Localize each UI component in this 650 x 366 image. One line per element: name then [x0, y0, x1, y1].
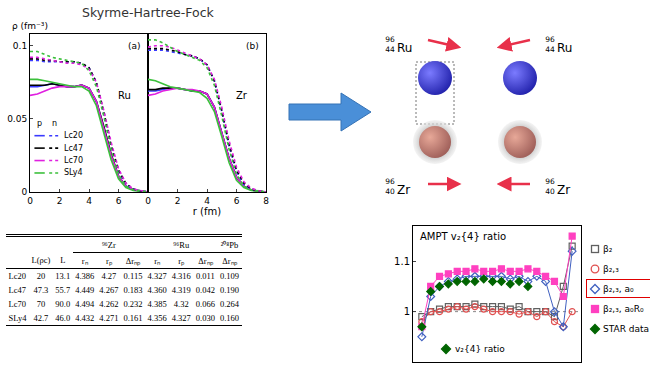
html-text:90.0: 90.0: [55, 299, 71, 309]
svg-text:2: 2: [57, 196, 63, 206]
svg-text:AMPT v₂{4} ratio: AMPT v₂{4} ratio: [420, 231, 506, 242]
html-text:4.327: 4.327: [147, 271, 167, 281]
svg-text:Zr: Zr: [236, 90, 248, 101]
html-text:rₚ: rₚ: [106, 256, 112, 266]
svg-text:6: 6: [234, 196, 240, 206]
html-text:β₂,₃: β₂,₃: [603, 263, 619, 274]
html-text:Δrₙₚ: Δrₙₚ: [198, 256, 213, 266]
html-text:²⁰⁸Pb: ²⁰⁸Pb: [220, 240, 239, 250]
svg-text:4: 4: [204, 196, 210, 206]
html-text:⁹⁶Ru: ⁹⁶Ru: [173, 239, 190, 250]
html-text:rₙ: rₙ: [154, 256, 161, 266]
html-text:4.262: 4.262: [99, 299, 119, 309]
svg-text:Zr: Zr: [557, 183, 570, 197]
svg-text:44: 44: [545, 45, 555, 54]
html-text:0.042: 0.042: [195, 285, 215, 295]
svg-text:0.1: 0.1: [13, 41, 27, 51]
html-text:β₂,₃, a₀R₀: β₂,₃, a₀R₀: [603, 303, 644, 314]
html-text:55.7: 55.7: [55, 285, 71, 295]
html-text:4.360: 4.360: [147, 285, 167, 295]
svg-text:0: 0: [27, 196, 33, 206]
html-text:20: 20: [36, 271, 46, 281]
svg-text:SLy4: SLy4: [64, 168, 83, 177]
svg-text:1: 1: [404, 306, 410, 317]
html-text:42.7: 42.7: [33, 313, 49, 323]
html-text:0.115: 0.115: [123, 271, 143, 281]
html-text:rₚ: rₚ: [178, 256, 185, 266]
svg-text:8: 8: [263, 196, 269, 206]
svg-text:(a): (a): [128, 41, 141, 51]
svg-text:96: 96: [545, 35, 555, 44]
html-text:⁹⁶Zr: ⁹⁶Zr: [101, 239, 116, 250]
html-text:L(ρc): L(ρc): [31, 255, 51, 266]
html-text:4.432: 4.432: [75, 313, 95, 323]
svg-text:Lc70: Lc70: [64, 156, 83, 165]
html-text:0.232: 0.232: [123, 299, 143, 309]
svg-text:n: n: [52, 119, 57, 128]
svg-text:96: 96: [545, 177, 555, 186]
html-text:0.066: 0.066: [195, 299, 215, 309]
svg-text:96: 96: [385, 177, 395, 186]
svg-text:44: 44: [385, 45, 395, 54]
svg-text:Lc20: Lc20: [64, 131, 83, 140]
html-text:SLy4: SLy4: [8, 313, 27, 323]
html-text:v₂{4} ratio: v₂{4} ratio: [455, 344, 505, 354]
html-text:0.109: 0.109: [220, 271, 240, 281]
html-text:4.494: 4.494: [75, 299, 95, 309]
html-text:46.0: 46.0: [55, 313, 71, 323]
html-text:rₙ: rₙ: [81, 256, 88, 266]
svg-text:p: p: [37, 119, 42, 128]
html-text:0.011: 0.011: [196, 271, 215, 281]
svg-text:Ru: Ru: [118, 90, 131, 101]
html-text:13.1: 13.1: [55, 271, 71, 281]
html-text:4.271: 4.271: [99, 313, 119, 323]
html-text:Δrₙₚ: Δrₙₚ: [222, 256, 237, 266]
html-text:0.183: 0.183: [123, 285, 143, 295]
html-text:4.449: 4.449: [75, 285, 95, 295]
svg-text:96: 96: [385, 35, 395, 44]
svg-text:0.05: 0.05: [7, 114, 27, 124]
html-text:Δrₙₚ: Δrₙₚ: [125, 256, 141, 266]
svg-text:Skyrme-Hartree-Fock: Skyrme-Hartree-Fock: [82, 5, 215, 20]
svg-text:1.1: 1.1: [394, 256, 410, 267]
svg-text:40: 40: [385, 187, 395, 196]
html-text:4.319: 4.319: [171, 285, 191, 295]
html-text:L: L: [60, 255, 66, 266]
html-text:0.190: 0.190: [220, 285, 240, 295]
svg-text:Lc47: Lc47: [64, 144, 83, 153]
svg-text:0: 0: [145, 196, 151, 206]
html-text:0.030: 0.030: [195, 313, 215, 323]
svg-text:ρ (fm⁻³): ρ (fm⁻³): [12, 21, 48, 31]
html-text:4.267: 4.267: [99, 285, 119, 295]
svg-text:2: 2: [175, 196, 181, 206]
html-text:Lc70: Lc70: [8, 299, 26, 309]
html-text:Lc20: Lc20: [8, 271, 26, 281]
svg-text:0: 0: [21, 187, 27, 197]
html-text:0.264: 0.264: [220, 299, 240, 309]
html-text:4.316: 4.316: [171, 271, 191, 281]
html-text:0.161: 0.161: [123, 313, 143, 323]
html-text:4.327: 4.327: [171, 313, 191, 323]
html-text:β₂,₃, a₀: β₂,₃, a₀: [603, 283, 634, 294]
html-text:70: 70: [36, 299, 46, 309]
html-text:4.27: 4.27: [101, 271, 117, 281]
svg-text:Ru: Ru: [397, 41, 412, 55]
svg-text:r (fm): r (fm): [193, 206, 221, 217]
svg-text:Ru: Ru: [557, 41, 572, 55]
html-text:4.32: 4.32: [173, 299, 189, 309]
html-text:β₂: β₂: [603, 243, 613, 254]
html-text:0.160: 0.160: [220, 313, 240, 323]
html-text:47.3: 47.3: [33, 285, 49, 295]
svg-text:(b): (b): [246, 41, 259, 51]
svg-text:4: 4: [86, 196, 92, 206]
html-text:STAR data: STAR data: [603, 323, 650, 334]
svg-text:40: 40: [545, 187, 555, 196]
svg-text:Zr: Zr: [397, 183, 410, 197]
html-text:4.385: 4.385: [147, 299, 167, 309]
html-text:Lc47: Lc47: [8, 285, 26, 295]
html-text:4.356: 4.356: [147, 313, 167, 323]
html-text:4.386: 4.386: [75, 271, 95, 281]
svg-text:6: 6: [116, 196, 122, 206]
